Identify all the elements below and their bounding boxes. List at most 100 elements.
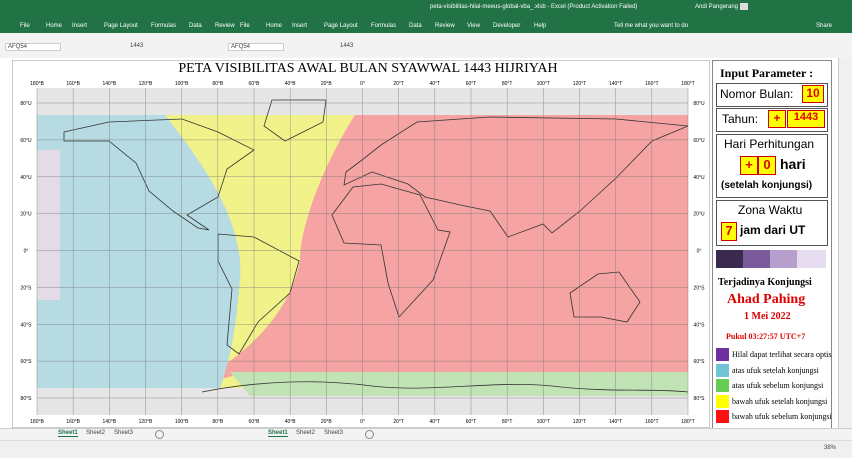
lat-label-right: 40°S: [694, 322, 706, 328]
lon-label-bottom: 100°T: [537, 419, 550, 425]
add-sheet[interactable]: [365, 430, 374, 439]
lat-label-left: 60°U: [20, 138, 32, 144]
ribbon-tab[interactable]: Home: [266, 23, 283, 29]
formula-input[interactable]: 1443: [130, 43, 144, 49]
lon-label-bottom: 60°T: [466, 419, 477, 425]
day-sign[interactable]: +: [740, 156, 758, 175]
user-avatar: [740, 3, 748, 10]
ribbon-tab[interactable]: View: [467, 23, 480, 29]
legend-label: atas ufuk sebelum konjungsi: [732, 381, 824, 391]
zone-input[interactable]: 7: [721, 222, 737, 241]
year-sign[interactable]: +: [768, 110, 786, 128]
lon-label-bottom: 80°B: [212, 419, 224, 425]
lon-label-top: 60°T: [466, 81, 477, 87]
ribbon-tab[interactable]: Data: [189, 23, 202, 29]
legend-label: bawah ufuk sebelum konjungsi: [732, 412, 832, 422]
month-input[interactable]: 10: [802, 85, 824, 103]
ribbon-tab[interactable]: Insert: [72, 23, 88, 29]
lat-label-left: 40°S: [21, 322, 33, 328]
day-heading: Hari Perhitungan: [724, 137, 815, 151]
lon-label-top: 60°B: [249, 81, 261, 87]
conjunction-time: Pukul 03:27:57 UTC+7: [726, 332, 806, 341]
legend-label: atas ufuk setelah konjungsi: [732, 365, 819, 375]
ribbon-tab[interactable]: Data: [409, 23, 422, 29]
sheet-tab[interactable]: Sheet1: [58, 430, 78, 437]
zone-lavender: [37, 150, 60, 300]
lon-label-top: 100°B: [175, 81, 189, 87]
year-input[interactable]: 1443: [787, 110, 825, 128]
ribbon-tab[interactable]: Help: [534, 23, 547, 29]
ribbon-tab[interactable]: Formulas: [371, 23, 397, 29]
lon-label-bottom: 40°B: [285, 419, 297, 425]
conjunction-date: 1 Mei 2022: [744, 311, 791, 322]
ribbon-tab[interactable]: Page Layout: [324, 23, 358, 29]
ribbon-tab[interactable]: Developer: [493, 23, 521, 29]
lat-label-right: 20°U: [693, 212, 705, 218]
sheet-tab[interactable]: Sheet3: [324, 430, 344, 436]
zone-green: [230, 372, 688, 396]
coastlines: [63, 99, 689, 393]
sheet-tab[interactable]: Sheet1: [268, 430, 288, 437]
lon-label-top: 160°T: [645, 81, 658, 87]
ribbon-tab[interactable]: Review: [435, 23, 455, 29]
lon-label-bottom: 0°: [360, 419, 365, 425]
sheet-tab[interactable]: Sheet2: [296, 430, 316, 436]
legend-swatch: [716, 348, 729, 361]
lon-label-bottom: 20°B: [321, 419, 333, 425]
lon-label-top: 120°T: [573, 81, 586, 87]
ribbon-tab[interactable]: Home: [46, 23, 63, 29]
map-title: PETA VISIBILITAS AWAL BULAN SYAWWAL 1443…: [178, 61, 557, 76]
ribbon-tab[interactable]: Page Layout: [104, 23, 138, 29]
sheet-tab[interactable]: Sheet2: [86, 430, 106, 436]
tell-me[interactable]: Tell me what you want to do: [614, 23, 689, 29]
lon-label-top: 80°T: [502, 81, 513, 87]
lat-label-left: 20°S: [21, 285, 33, 291]
legend-label: Hilal dapat terlihat secara optis: [732, 350, 832, 359]
formula-input[interactable]: 1443: [340, 43, 354, 49]
zone-heading: Zona Waktu: [738, 203, 803, 217]
lon-label-bottom: 120°B: [139, 419, 153, 425]
lon-label-top: 80°B: [212, 81, 224, 87]
legend-swatch: [716, 379, 729, 393]
eurasia: [343, 116, 689, 238]
lon-label-top: 140°B: [102, 81, 116, 87]
panel-heading: Input Parameter :: [720, 66, 814, 80]
africa: [331, 183, 451, 318]
lat-label-left: 20°U: [20, 212, 32, 218]
ribbon-tab[interactable]: Insert: [292, 23, 308, 29]
lon-label-top: 100°T: [537, 81, 550, 87]
ribbon-tab[interactable]: File: [20, 23, 30, 29]
share-button[interactable]: Share: [816, 23, 833, 29]
australia: [569, 271, 641, 323]
greenland: [263, 99, 327, 142]
ribbon-tab[interactable]: Review: [215, 23, 235, 29]
add-sheet[interactable]: [155, 430, 164, 439]
lon-label-top: 160°B: [66, 81, 80, 87]
lat-label-left: 80°U: [20, 101, 32, 107]
zoom-level: 38%: [824, 445, 837, 451]
legend-swatch: [716, 410, 729, 424]
legend-swatch: [716, 363, 729, 377]
name-box[interactable]: AFQ54: [228, 43, 284, 51]
ribbon-tab[interactable]: Formulas: [151, 23, 177, 29]
day-input[interactable]: 0: [758, 156, 776, 175]
conjunction-heading: Terjadinya Konjungsi: [718, 277, 812, 288]
lat-label-right: 80°U: [693, 101, 705, 107]
ribbon-tab[interactable]: File: [240, 23, 250, 29]
lon-label-top: 140°T: [609, 81, 622, 87]
lon-label-bottom: 180°T: [681, 419, 694, 425]
north-america: [63, 118, 255, 231]
zone-red: [180, 115, 688, 388]
zone-blue: [37, 115, 241, 388]
lat-label-right: 80°S: [694, 396, 706, 402]
sheet-tab-bar: [0, 428, 852, 441]
scale-swatch: [743, 250, 770, 268]
day-box: [716, 134, 828, 198]
name-box[interactable]: AFQ54: [5, 43, 61, 51]
status-bar: [0, 440, 852, 458]
lon-label-bottom: 180°B: [30, 419, 44, 425]
sheet-tab[interactable]: Sheet3: [114, 430, 134, 436]
lon-label-bottom: 140°B: [102, 419, 116, 425]
vertical-scrollbar[interactable]: [838, 58, 852, 428]
